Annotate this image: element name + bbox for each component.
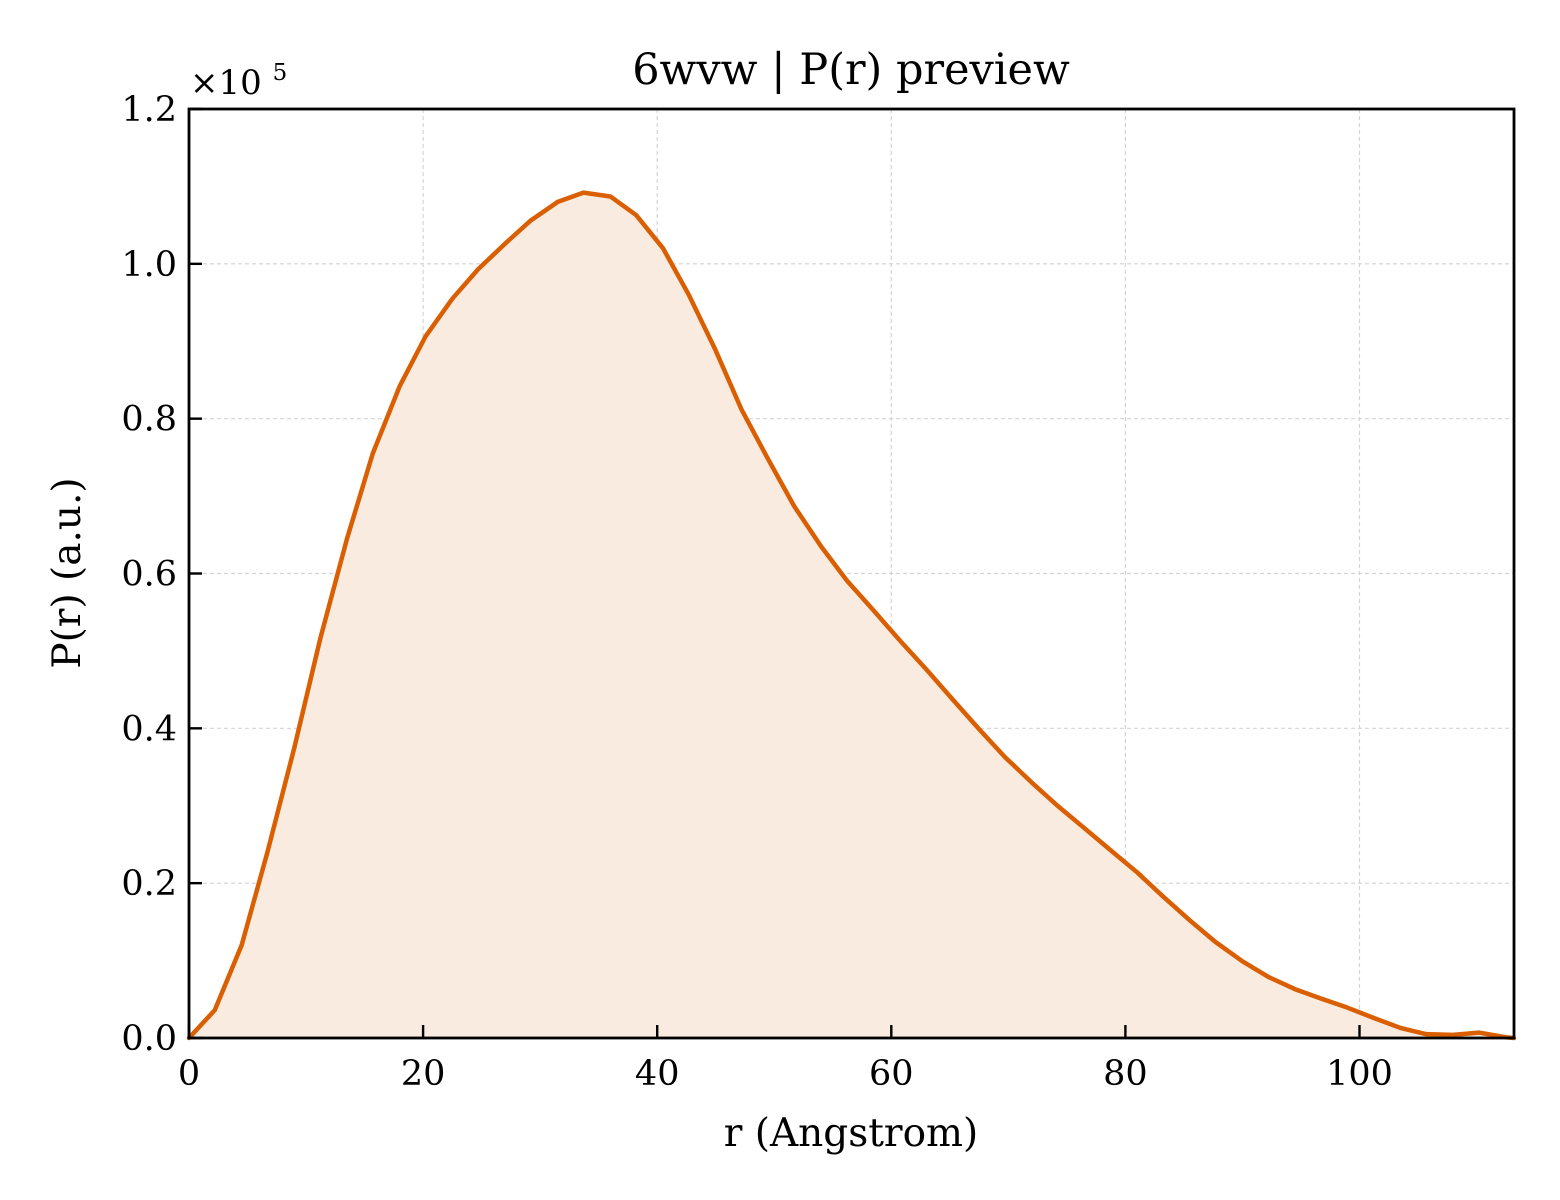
y-tick-label: 0.6 [121,555,177,595]
y-tick-label: 1.2 [121,90,177,130]
tick-layer: 0 20 40 60 80 100 0.0 0.2 0.4 0.6 0.8 1.0 1.2 [121,90,1393,1094]
y-tick-label: 1.0 [121,245,177,285]
y-axis-title: P(r) (a.u.) [45,477,90,668]
x-axis-title: r (Angstrom) [724,1111,979,1156]
y-tick-label: 0.0 [121,1019,177,1059]
y-tick-label: 0.2 [121,864,177,904]
series-line [186,190,1517,1041]
x-tick-label: 0 [178,1054,200,1094]
x-tick-label: 20 [401,1054,446,1094]
y-tick-label: 0.8 [121,400,177,440]
chart-title: 6wvw | P(r) preview [632,45,1070,95]
y-offset-exponent: 5 [273,60,288,86]
y-tick-label: 0.4 [121,709,177,749]
y-offset-base: ×10 [190,63,262,103]
y-offset-label: ×10 5 [190,60,287,103]
x-tick-label: 40 [635,1054,680,1094]
x-tick-label: 80 [1103,1054,1148,1094]
x-tick-label: 60 [869,1054,914,1094]
series-area-fill [189,192,1514,1039]
x-tick-label: 100 [1326,1054,1393,1094]
series-layer [186,190,1517,1041]
